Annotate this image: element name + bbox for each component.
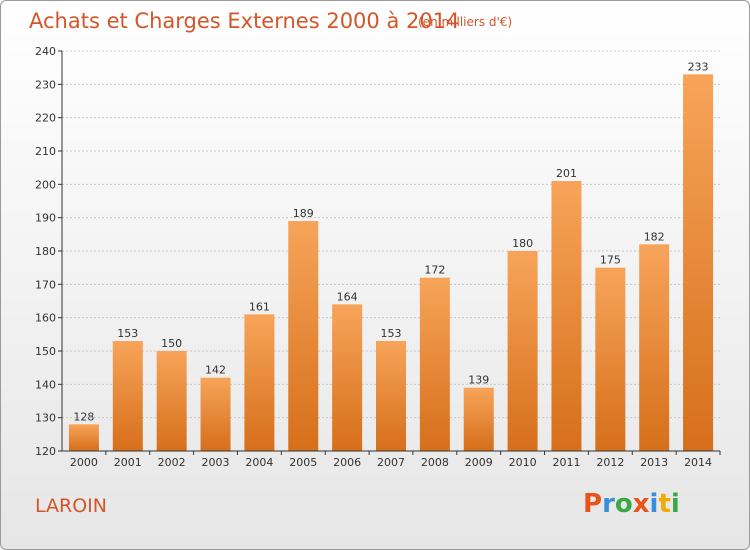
value-label: 142 bbox=[205, 364, 226, 377]
bar-2012 bbox=[595, 267, 626, 451]
logo-letter: P bbox=[583, 489, 603, 519]
chart-title: Achats et Charges Externes 2000 à 2014 bbox=[29, 9, 460, 33]
proxiti-logo: Proxiti bbox=[583, 489, 680, 519]
y-tick-label: 130 bbox=[35, 412, 56, 425]
bar-2013 bbox=[639, 244, 670, 451]
value-label: 128 bbox=[73, 410, 94, 423]
y-tick-label: 170 bbox=[35, 278, 56, 291]
logo-letter: o bbox=[614, 489, 633, 519]
value-label: 164 bbox=[337, 290, 358, 303]
logo-letter: r bbox=[602, 489, 615, 519]
x-tick-label: 2008 bbox=[421, 456, 449, 469]
value-label: 150 bbox=[161, 337, 182, 350]
x-tick-label: 2013 bbox=[640, 456, 668, 469]
x-tick-label: 2000 bbox=[70, 456, 98, 469]
y-tick-label: 230 bbox=[35, 78, 56, 91]
label-layer: 128 153 150 142 161 189 164 153 172 139 180 201 175 1… bbox=[73, 60, 708, 423]
logo-letter: i bbox=[670, 489, 680, 519]
y-tick-label: 120 bbox=[35, 445, 56, 458]
value-label: 233 bbox=[688, 60, 709, 73]
bar-2011 bbox=[551, 181, 582, 451]
bar-2002 bbox=[156, 351, 187, 451]
bar-2006 bbox=[332, 304, 363, 451]
x-tick-label: 2001 bbox=[114, 456, 142, 469]
logo-letter: t bbox=[658, 489, 671, 519]
value-label: 201 bbox=[556, 167, 577, 180]
y-tick-label: 200 bbox=[35, 178, 56, 191]
value-label: 189 bbox=[293, 207, 314, 220]
x-tick-label: 2006 bbox=[333, 456, 361, 469]
chart-subtitle: (en milliers d'€) bbox=[418, 15, 513, 29]
y-tick-label: 220 bbox=[35, 112, 56, 125]
bar-2003 bbox=[200, 377, 231, 451]
x-tick-label: 2009 bbox=[465, 456, 493, 469]
x-tick-label: 2005 bbox=[289, 456, 317, 469]
bar-2004 bbox=[244, 314, 275, 451]
value-label: 153 bbox=[117, 327, 138, 340]
value-label: 161 bbox=[249, 300, 270, 313]
town-name: LAROIN bbox=[35, 495, 107, 517]
value-label: 175 bbox=[600, 254, 621, 267]
y-tick-label: 240 bbox=[35, 45, 56, 58]
y-tick-label: 190 bbox=[35, 212, 56, 225]
x-tick-label: 2012 bbox=[596, 456, 624, 469]
logo-letter: i bbox=[649, 489, 659, 519]
y-tick-label: 160 bbox=[35, 312, 56, 325]
x-tick-label: 2007 bbox=[377, 456, 405, 469]
x-tick-label: 2014 bbox=[684, 456, 712, 469]
y-tick-label: 140 bbox=[35, 378, 56, 391]
x-tick-label: 2002 bbox=[158, 456, 186, 469]
bar-layer bbox=[68, 74, 714, 451]
value-label: 153 bbox=[381, 327, 402, 340]
bar-2009 bbox=[463, 387, 494, 451]
bar-2001 bbox=[112, 341, 143, 451]
y-tick-label: 150 bbox=[35, 345, 56, 358]
value-label: 139 bbox=[468, 374, 489, 387]
y-tick-label: 180 bbox=[35, 245, 56, 258]
value-label: 180 bbox=[512, 237, 533, 250]
y-tick-label: 210 bbox=[35, 145, 56, 158]
axis-layer: 120 130 140 150 160 170 180 190 200 210 220 230 240 2… bbox=[35, 45, 721, 469]
x-tick-label: 2004 bbox=[245, 456, 273, 469]
logo-letter: x bbox=[632, 489, 650, 519]
bar-2005 bbox=[288, 221, 319, 451]
bar-2010 bbox=[507, 251, 538, 451]
bar-2007 bbox=[376, 341, 406, 451]
value-label: 172 bbox=[424, 264, 445, 277]
value-label: 182 bbox=[644, 230, 665, 243]
bar-2014 bbox=[683, 74, 714, 451]
bar-2000 bbox=[68, 424, 99, 451]
x-tick-label: 2010 bbox=[509, 456, 537, 469]
x-tick-label: 2003 bbox=[202, 456, 230, 469]
x-tick-label: 2011 bbox=[552, 456, 580, 469]
bar-2008 bbox=[419, 277, 450, 451]
